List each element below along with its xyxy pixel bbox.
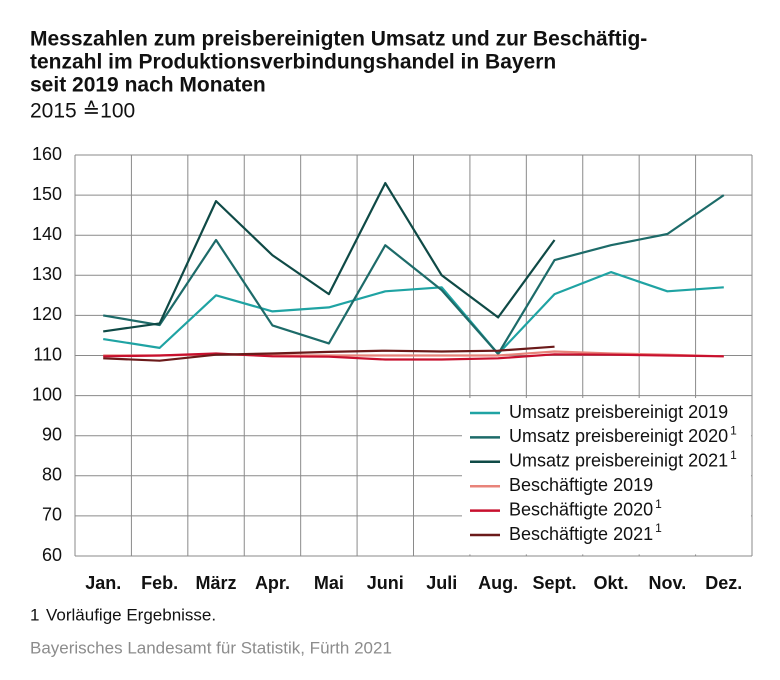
- x-tick-label: Juli: [426, 573, 457, 593]
- y-tick-label: 90: [42, 424, 62, 444]
- y-tick-label: 60: [42, 545, 62, 565]
- legend-label: Beschäftigte 2020: [509, 499, 653, 519]
- legend-label: Beschäftigte 2019: [509, 475, 653, 495]
- y-tick-label: 100: [32, 384, 62, 404]
- x-tick-label: Dez.: [705, 573, 742, 593]
- legend-label: Beschäftigte 2021: [509, 524, 653, 544]
- y-tick-label: 150: [32, 184, 62, 204]
- chart-title: Messzahlen zum preisbereinigten Umsatz u…: [30, 28, 647, 51]
- x-tick-label: März: [196, 573, 237, 593]
- y-tick-label: 140: [32, 224, 62, 244]
- chart-subtitle: 2015 ≙100: [30, 100, 135, 123]
- series-line: [103, 194, 725, 355]
- legend-footnote-ref: 1: [655, 521, 662, 535]
- legend-label: Umsatz preisbereinigt 2020: [509, 426, 728, 446]
- x-tick-label: Nov.: [649, 573, 687, 593]
- x-tick-label: Feb.: [141, 573, 178, 593]
- legend-footnote-ref: 1: [730, 448, 737, 462]
- series-line: [103, 352, 724, 361]
- x-tick-label: Juni: [367, 573, 404, 593]
- y-tick-label: 70: [42, 505, 62, 525]
- series-line: [103, 181, 556, 333]
- chart-title: seit 2019 nach Monaten: [30, 74, 266, 97]
- y-tick-label: 80: [42, 465, 62, 485]
- legend-footnote-ref: 1: [730, 424, 737, 438]
- legend-label: Umsatz preisbereinigt 2019: [509, 402, 728, 422]
- x-tick-label: Okt.: [593, 573, 628, 593]
- footnote-text: Vorläufige Ergebnisse.: [46, 605, 216, 624]
- x-tick-label: Mai: [314, 573, 344, 593]
- x-tick-label: Aug.: [478, 573, 518, 593]
- x-tick-label: Jan.: [85, 573, 121, 593]
- y-tick-label: 120: [32, 304, 62, 324]
- legend-background: [462, 398, 751, 555]
- y-tick-label: 130: [32, 264, 62, 284]
- legend-footnote-ref: 1: [655, 497, 662, 511]
- chart-title: tenzahl im Produktionsverbindungshandel …: [30, 51, 556, 74]
- y-tick-label: 110: [33, 344, 62, 364]
- legend-label: Umsatz preisbereinigt 2021: [509, 451, 728, 471]
- x-tick-label: Sept.: [533, 573, 577, 593]
- series-line: [103, 270, 724, 355]
- footnote-ref: 1: [30, 605, 39, 624]
- y-tick-label: 160: [32, 144, 62, 164]
- source: Bayerisches Landesamt für Statistik, Für…: [30, 638, 392, 657]
- x-tick-label: Apr.: [255, 573, 290, 593]
- series-line: [103, 345, 555, 362]
